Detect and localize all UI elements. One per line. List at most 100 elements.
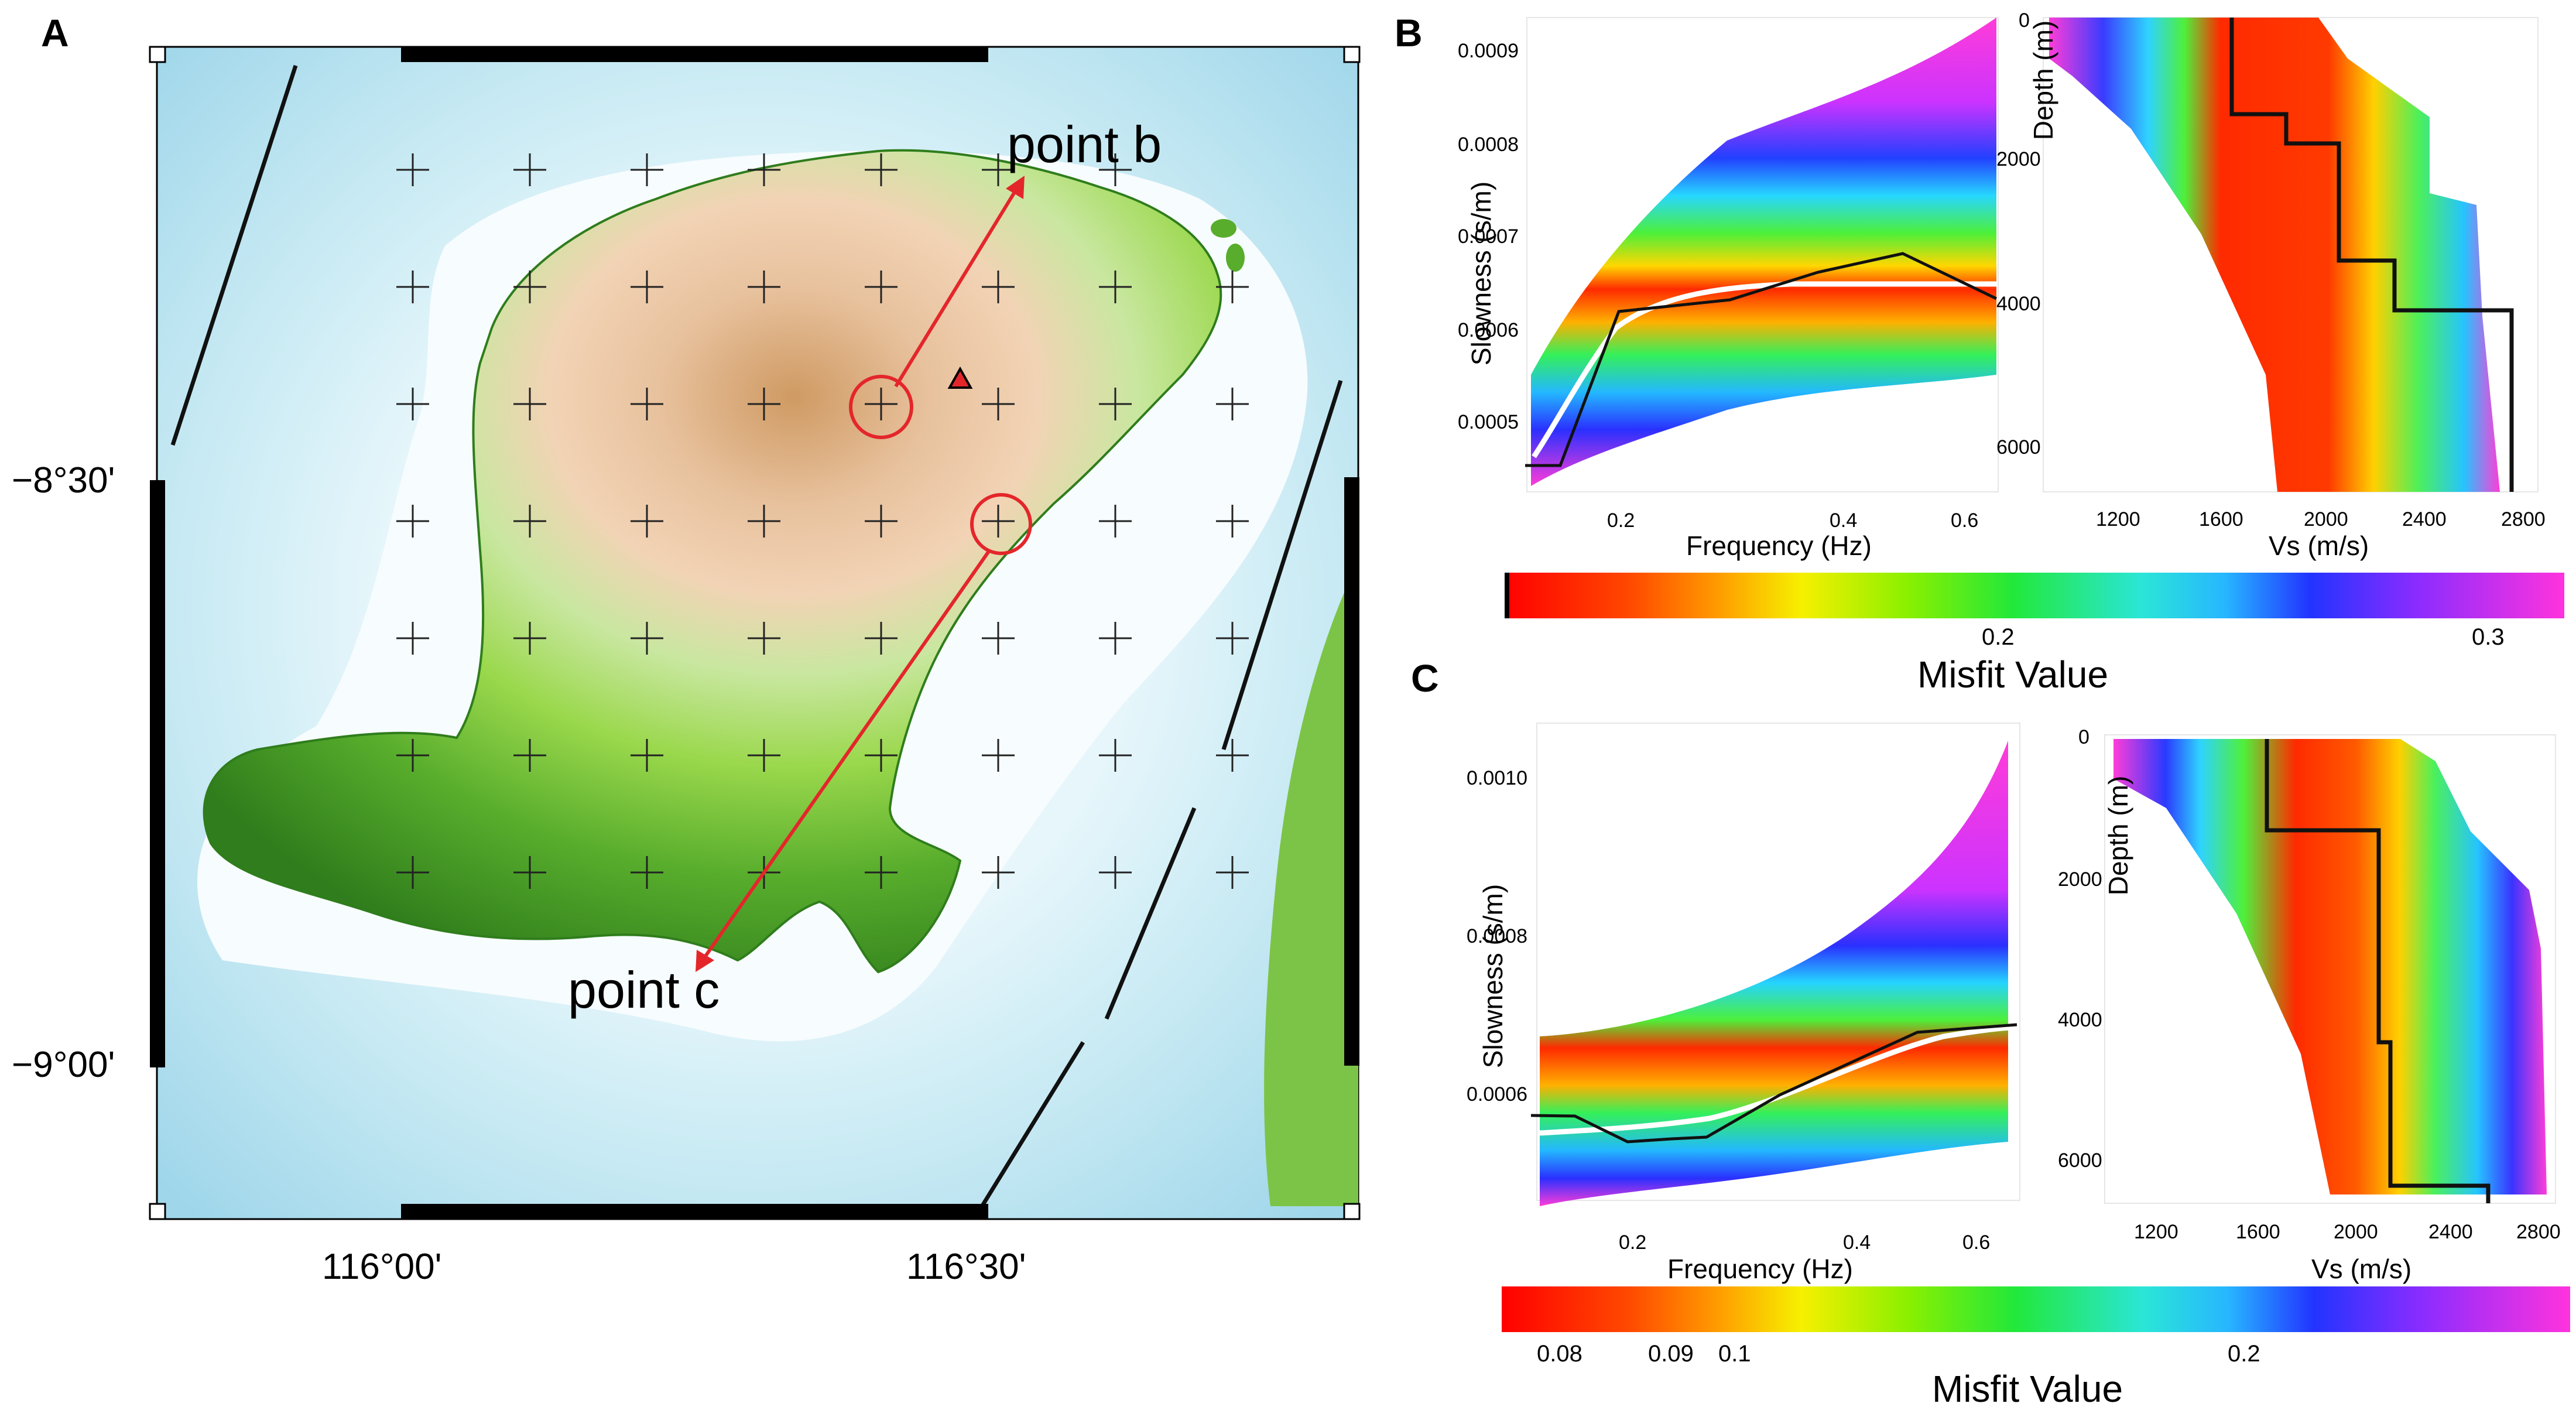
b-ytick: 0.0007 [1458,225,1519,248]
b-xtick: 0.6 [1951,509,1979,532]
grid-crosses [396,153,1249,889]
grid-cross [748,388,780,420]
grid-cross [1099,153,1132,186]
frame-bar [401,47,988,62]
grid-cross [513,505,546,538]
grid-cross [865,271,898,303]
b-depth-tick: 2000 [1996,148,2041,170]
grid-cross [748,271,780,303]
grid-cross [396,622,429,655]
b-dispersion-xlabel: Frequency (Hz) [1686,530,1872,561]
grid-cross [982,271,1015,303]
grid-cross [865,505,898,538]
b-depth-tick: 4000 [1996,293,2041,315]
grid-cross [513,739,546,772]
c-xtick: 0.6 [1962,1231,1991,1254]
grid-cross [748,505,780,538]
volcano-marker [947,366,973,389]
lat-label: −8°30' [12,460,115,501]
lon-label: 116°30' [906,1247,1026,1287]
grid-cross [631,271,663,303]
panel-label-a: A [41,11,69,54]
frame-bar [1344,477,1359,1066]
b-depth-tick: 6000 [1996,436,2041,458]
c-vs-tick: 2000 [2334,1221,2378,1243]
grid-cross [396,739,429,772]
b-profile-xlabel: Vs (m/s) [2269,530,2369,561]
c-ytick: 0.0010 [1467,767,1527,789]
grid-cross [1099,622,1132,655]
profile-ensemble [2049,18,2500,492]
c-vs-tick: 1200 [2134,1221,2178,1243]
lon-label: 116°00' [322,1247,442,1287]
grid-cross [1099,505,1132,538]
grid-cross [513,271,546,303]
observed-dispersion [1530,1023,2017,1144]
island-lombok [203,149,1222,974]
c-ytick: 0.0006 [1467,1083,1527,1105]
best-model-curve [1539,1025,2015,1136]
b-vs-tick: 2400 [2402,508,2447,530]
fault-line [1221,379,1343,751]
fault-line [170,64,298,446]
b-xtick: 0.4 [1830,509,1858,532]
frame-corner [149,46,166,63]
b-depth-tick: 0 [2019,9,2030,32]
frame-corner [1343,46,1361,63]
best-model-curve [1532,281,1996,458]
grid-cross [1216,622,1249,655]
c-vs-tick: 2800 [2516,1221,2561,1243]
grid-cross [396,856,429,889]
observed-dispersion [1525,252,1998,467]
grid-cross [865,856,898,889]
small-island [1211,219,1236,238]
c-xtick: 0.2 [1619,1231,1647,1254]
grid-cross [396,388,429,420]
grid-cross [396,153,429,186]
grid-cross [513,153,546,186]
grid-cross [631,388,663,420]
frame-bar [401,1204,988,1219]
ensemble-fan [1540,741,2008,1206]
c-vs-tick: 2400 [2428,1221,2473,1243]
panel-label-b: B [1395,11,1423,54]
point-b-label: point b [1007,115,1162,173]
b-ytick: 0.0009 [1458,40,1519,62]
c-cbar-tick: 0.1 [1718,1341,1751,1367]
grid-cross [982,505,1015,538]
arrow-point-b [849,176,1025,439]
b-ytick: 0.0008 [1458,134,1519,156]
lat-label: −9°00' [12,1045,115,1085]
grid-cross [748,622,780,655]
b-colorbar-title: Misfit Value [1917,653,2109,696]
c-dispersion-xlabel: Frequency (Hz) [1667,1254,1853,1284]
grid-cross [865,153,898,186]
grid-cross [1216,388,1249,420]
grid-cross [631,505,663,538]
fault-line [973,1041,1085,1219]
profile-ensemble [2113,739,2547,1194]
c-depth-tick: 0 [2078,726,2089,748]
grid-cross [982,856,1015,889]
c-vs-tick: 1600 [2236,1221,2280,1243]
grid-cross [865,739,898,772]
sumbawa-island [1264,562,1358,1206]
grid-cross [513,388,546,420]
arrow-point-c [696,493,1032,972]
small-island [1226,244,1245,272]
grid-cross [396,505,429,538]
c-cbar-tick: 0.08 [1537,1341,1582,1367]
grid-cross [396,271,429,303]
grid-cross [631,153,663,186]
grid-cross [748,153,780,186]
grid-cross [631,739,663,772]
grid-cross [982,622,1015,655]
grid-cross [1099,388,1132,420]
best-vs-profile [2229,18,2514,492]
